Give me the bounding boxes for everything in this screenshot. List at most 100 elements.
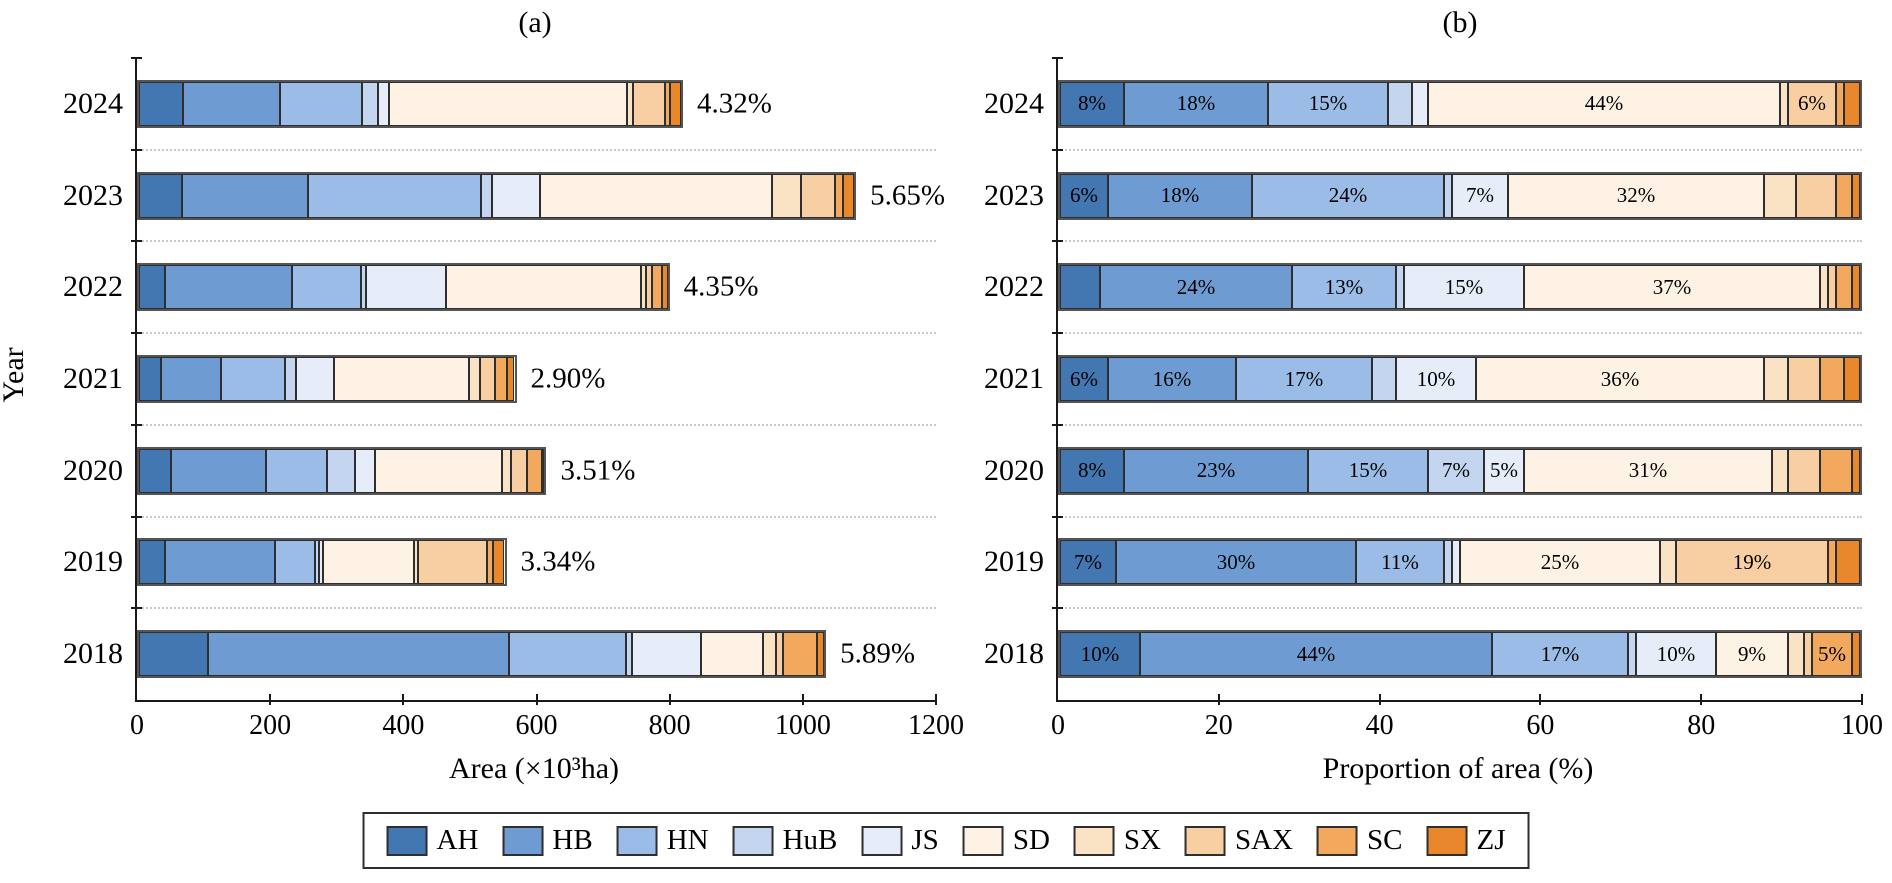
gridline [1058, 332, 1862, 334]
x-axis-tick-label: 1200 [908, 710, 964, 741]
bar-segment-JS [318, 540, 323, 585]
bar-segment-SD: 25% [1460, 540, 1660, 585]
bar-segment-ZJ [842, 173, 855, 218]
segment-value-label: 6% [1070, 183, 1098, 208]
bar-segment-HB [182, 81, 281, 126]
bar-segment-SC [1820, 357, 1844, 401]
bar-segment-AH: 8% [1060, 81, 1124, 126]
gridline [1058, 516, 1862, 518]
segment-value-label: 15% [1444, 274, 1484, 299]
segment-value-label: 44% [1296, 641, 1336, 666]
bar-segment-SC [1836, 265, 1852, 310]
bar-segment-SAX [632, 81, 666, 126]
legend-entry-ZJ: ZJ [1426, 824, 1505, 857]
segment-value-label: 24% [1176, 274, 1216, 299]
x-axis-tick-label: 20 [1204, 710, 1233, 741]
bar-percentage-label: 5.65% [870, 179, 946, 212]
stacked-bar-2020: 8% 23% 15% 7% 5% 31% [1058, 446, 1862, 495]
y-axis-tick [131, 607, 142, 609]
bar-segment-HN [266, 448, 327, 493]
segment-value-label: 37% [1652, 274, 1692, 299]
bar-segment-ZJ [1852, 265, 1860, 310]
stacked-bar-2019: 7% 30% 11% 25% 19% [1058, 538, 1862, 587]
segment-value-label: 36% [1600, 366, 1640, 391]
x-axis-tick-label: 60 [1526, 710, 1555, 741]
legend-entry-AH: AH [386, 824, 478, 857]
bar-percentage-label: 4.35% [683, 270, 759, 303]
stacked-bar-2018 [137, 630, 827, 679]
x-axis-tick [1861, 694, 1863, 705]
legend-swatch-AH [386, 825, 428, 856]
segment-value-label: 10% [1080, 641, 1120, 666]
segment-value-label: 6% [1070, 366, 1098, 391]
segment-value-label: 8% [1078, 91, 1106, 116]
bar-segment-AH [1060, 265, 1100, 310]
panel-b-plot-area: 0 20 40 60 80 100 2024 8% 18% 15% 44% 6% 2023 6% 18% 24… [984, 57, 1883, 741]
segment-value-label: 32% [1616, 183, 1656, 208]
bar-segment-HN [274, 540, 315, 585]
bar-segment-SAX [1804, 632, 1812, 677]
y-axis-tick [1052, 332, 1063, 334]
x-axis-tick [1378, 694, 1381, 705]
bar-percentage-label: 4.32% [696, 87, 772, 120]
segment-value-label: 5% [1490, 458, 1518, 483]
segment-value-label: 19% [1732, 549, 1772, 574]
bar-segment-SD [322, 540, 415, 585]
x-axis-tick-label: 200 [249, 710, 292, 741]
bar-segment-SD: 37% [1524, 265, 1820, 310]
stacked-bar-2024: 8% 18% 15% 44% 6% [1058, 79, 1862, 128]
year-tick-label: 2022 [984, 270, 1044, 304]
bar-segment-HB [161, 357, 222, 401]
bar-segment-JS: 5% [1484, 448, 1524, 493]
year-tick-label: 2019 [63, 545, 123, 579]
legend-entry-JS: JS [861, 824, 939, 857]
legend-swatch-SAX [1184, 825, 1226, 856]
bar-segment-SD: 32% [1508, 173, 1764, 218]
gridline [1058, 240, 1862, 242]
legend-swatch-SD [962, 825, 1004, 856]
year-tick-label: 2021 [984, 362, 1044, 395]
bar-segment-SX [1772, 448, 1788, 493]
legend-label: HuB [782, 824, 838, 856]
bar-segment-JS [1452, 540, 1460, 585]
year-tick-label: 2021 [63, 362, 123, 395]
year-tick-label: 2020 [984, 453, 1044, 487]
x-axis-tick-label: 0 [130, 710, 144, 741]
stacked-bar-2018: 10% 44% 17% 10% 9% 5% [1058, 630, 1862, 679]
bar-segment-ZJ [492, 540, 505, 585]
bar-percentage-label: 2.90% [530, 362, 606, 395]
year-tick-label: 2022 [63, 270, 123, 304]
y-axis-tick [1052, 516, 1063, 518]
bar-segment-SAX [646, 265, 652, 310]
bar-segment-JS [632, 632, 701, 677]
bar-segment-HuB [1628, 632, 1636, 677]
bar-segment-SC: 5% [1812, 632, 1852, 677]
stacked-bar-2022: 24% 13% 15% 37% [1058, 263, 1862, 312]
bar-segment-ZJ [1844, 357, 1860, 401]
bar-segment-SX [627, 81, 633, 126]
bar-percentage-label: 5.89% [840, 637, 916, 670]
x-axis-tick-label: 1000 [774, 710, 831, 741]
year-tick-label: 2019 [984, 545, 1044, 579]
gridline [137, 516, 936, 518]
x-axis-tick [1539, 694, 1542, 705]
bar-segment-SAX: 19% [1676, 540, 1828, 585]
legend: AH HB HN HuB JS SD SX SAX SC ZJ [362, 812, 1530, 869]
y-axis-tick [131, 516, 142, 518]
legend-label: SC [1366, 824, 1403, 856]
bar-segment-HuB [625, 632, 633, 677]
bar-segment-SX [771, 173, 802, 218]
segment-value-label: 30% [1216, 549, 1256, 574]
bar-segment-SAX [776, 632, 783, 677]
legend-swatch-SX [1073, 825, 1115, 856]
bar-segment-AH [139, 357, 162, 401]
x-axis-tick [1700, 694, 1703, 705]
bar-segment-HN: 15% [1268, 81, 1388, 126]
legend-label: ZJ [1476, 824, 1506, 856]
bar-segment-AH: 8% [1060, 448, 1124, 493]
bar-segment-HN: 24% [1252, 173, 1444, 218]
bar-segment-JS [378, 81, 389, 126]
segment-value-label: 7% [1466, 183, 1494, 208]
bar-segment-HuB [361, 265, 367, 310]
bar-segment-SD [375, 448, 502, 493]
